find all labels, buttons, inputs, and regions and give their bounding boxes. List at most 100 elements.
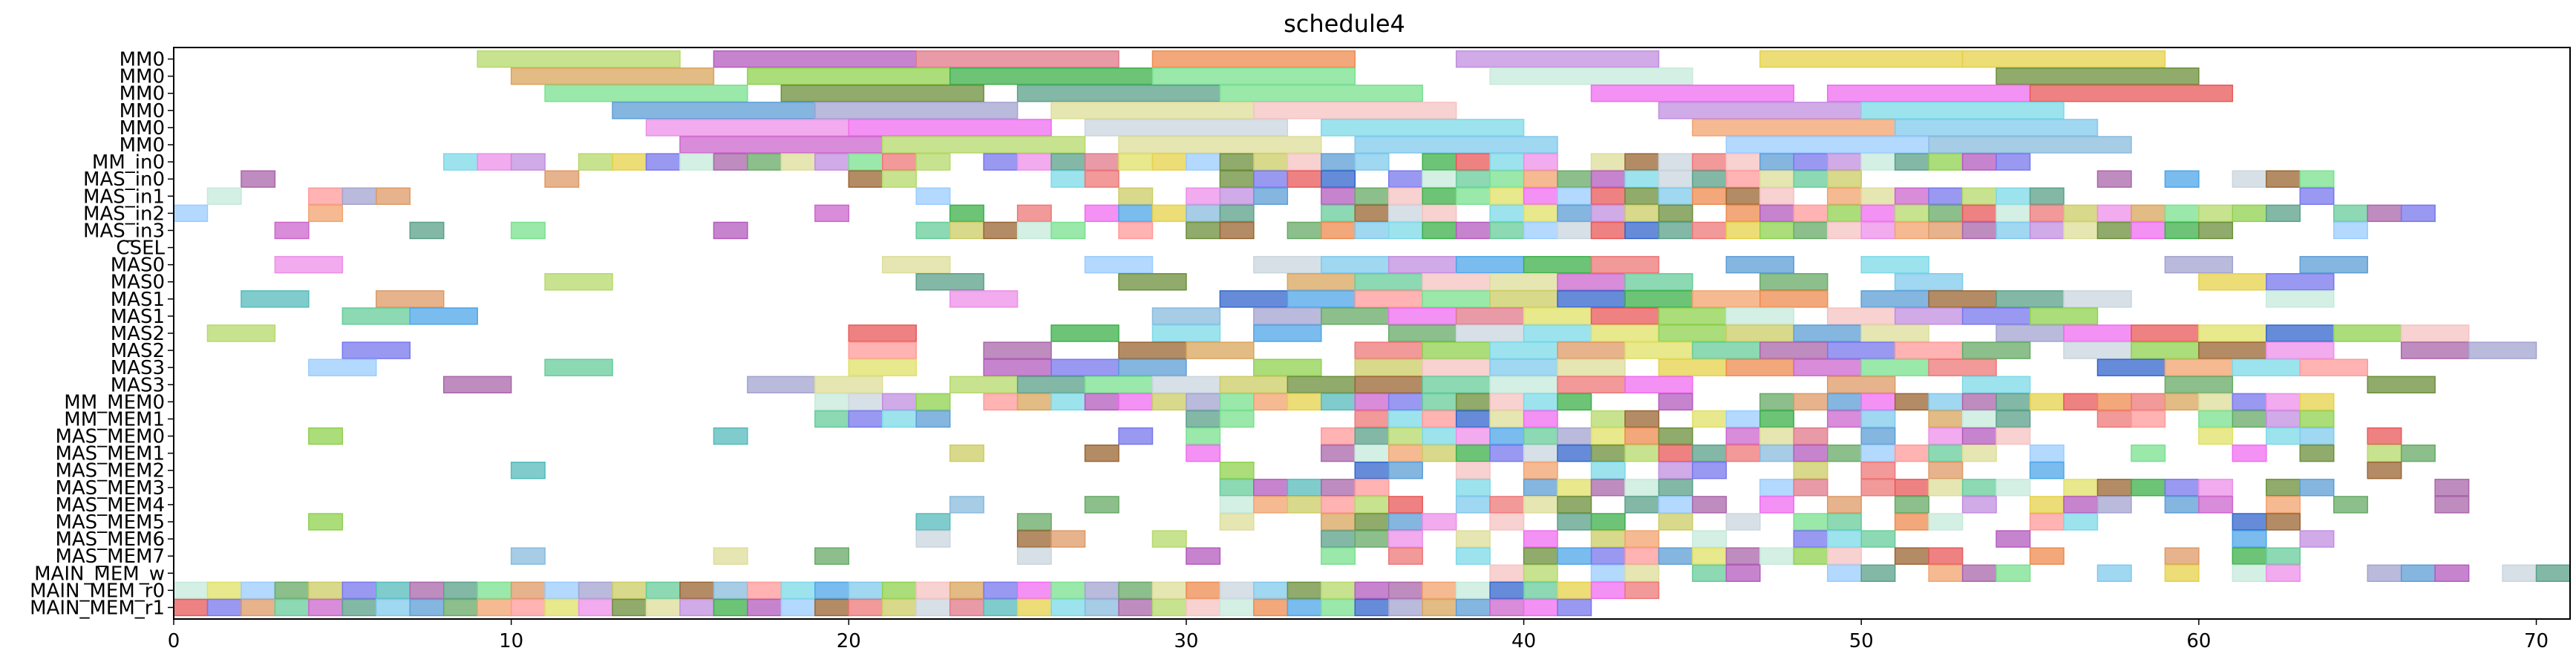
task-bar bbox=[1186, 187, 1221, 205]
task-bar bbox=[2232, 444, 2267, 462]
task-bar bbox=[1321, 530, 1356, 548]
task-bar bbox=[1219, 187, 1255, 205]
task-bar bbox=[713, 427, 748, 445]
task-bar bbox=[1084, 444, 1119, 462]
task-bar bbox=[1961, 187, 1997, 205]
task-bar bbox=[983, 581, 1019, 600]
task-bar bbox=[1759, 290, 1828, 308]
task-bar bbox=[1725, 136, 1929, 154]
task-bar bbox=[1016, 598, 1052, 617]
task-bar bbox=[1489, 170, 1525, 188]
task-bar bbox=[1557, 444, 1592, 462]
task-bar bbox=[814, 598, 850, 617]
task-bar bbox=[1455, 307, 1525, 325]
y-tick-label: MAS1 bbox=[111, 289, 165, 311]
task-bar bbox=[1387, 581, 1423, 600]
task-bar bbox=[376, 581, 411, 600]
task-bar bbox=[1557, 598, 1592, 617]
task-bar bbox=[274, 598, 310, 617]
task-bar bbox=[2164, 170, 2200, 188]
task-bar bbox=[1523, 221, 1558, 240]
task-bar bbox=[1928, 187, 1964, 205]
task-bar bbox=[1827, 410, 1862, 428]
task-bar bbox=[1321, 444, 1356, 462]
task-bar bbox=[1253, 479, 1289, 497]
task-bar bbox=[308, 187, 344, 205]
task-bar bbox=[1354, 358, 1423, 376]
task-bar bbox=[2367, 444, 2402, 462]
task-bar bbox=[1186, 393, 1221, 411]
task-bar bbox=[983, 221, 1019, 240]
task-bar bbox=[2266, 324, 2335, 342]
task-bar bbox=[1793, 513, 1828, 531]
task-bar bbox=[1354, 598, 1390, 617]
task-bar bbox=[477, 50, 681, 68]
task-bar bbox=[1995, 204, 2031, 223]
task-bar bbox=[442, 598, 478, 617]
task-bar bbox=[206, 598, 242, 617]
task-bar bbox=[1557, 479, 1592, 497]
task-bar bbox=[2063, 393, 2099, 411]
task-bar bbox=[2029, 85, 2234, 102]
task-bar bbox=[983, 598, 1019, 617]
task-bar bbox=[2232, 393, 2267, 411]
task-bar bbox=[1590, 324, 1660, 342]
task-bar bbox=[1118, 187, 1154, 205]
task-bar bbox=[1489, 410, 1525, 428]
task-bar bbox=[1827, 444, 1862, 462]
task-bar bbox=[1321, 255, 1390, 274]
task-bar bbox=[814, 410, 850, 428]
task-bar bbox=[1827, 496, 1862, 514]
task-bar bbox=[1050, 358, 1119, 376]
task-bar bbox=[2131, 410, 2166, 428]
task-bar bbox=[1759, 221, 1795, 240]
task-bar bbox=[1860, 393, 1896, 411]
task-bar bbox=[2299, 444, 2335, 462]
task-bar bbox=[1523, 427, 1558, 445]
task-bar bbox=[1557, 221, 1592, 240]
task-bar bbox=[274, 581, 310, 600]
task-bar bbox=[409, 581, 445, 600]
task-bar bbox=[1894, 341, 1964, 359]
task-bar bbox=[1489, 187, 1525, 205]
task-bar bbox=[645, 598, 681, 617]
task-bar bbox=[2299, 393, 2335, 411]
task-bar bbox=[2198, 427, 2234, 445]
task-bar bbox=[1219, 598, 1255, 617]
task-bar bbox=[2367, 564, 2402, 582]
task-bar bbox=[1050, 170, 1086, 188]
task-bar bbox=[1827, 204, 1862, 223]
task-bar bbox=[1219, 221, 1255, 240]
y-tick-label: MAS_MEM3 bbox=[55, 477, 165, 500]
y-tick-label: MM0 bbox=[120, 134, 165, 157]
task-bar bbox=[1387, 170, 1423, 188]
task-bar bbox=[1422, 444, 1457, 462]
task-bar bbox=[1658, 427, 1693, 445]
task-bar bbox=[1253, 307, 1322, 325]
task-bar bbox=[1928, 221, 1964, 240]
task-bar bbox=[1387, 204, 1423, 223]
task-bar bbox=[241, 598, 276, 617]
task-bar bbox=[1387, 496, 1423, 514]
task-bar bbox=[612, 153, 647, 171]
task-bar bbox=[1961, 307, 2031, 325]
task-bar bbox=[2299, 410, 2335, 428]
task-bar bbox=[1725, 358, 1795, 376]
task-bar bbox=[1219, 376, 1289, 393]
task-bar bbox=[1354, 273, 1423, 291]
task-bar bbox=[510, 547, 546, 565]
task-bar bbox=[1793, 530, 1828, 548]
task-bar bbox=[1557, 496, 1592, 514]
task-bar bbox=[949, 496, 984, 514]
task-bar bbox=[1354, 410, 1390, 428]
task-bar bbox=[1928, 462, 1964, 479]
task-bar bbox=[1387, 462, 1423, 479]
task-bar bbox=[1118, 358, 1187, 376]
task-bar bbox=[1894, 496, 1929, 514]
task-bar bbox=[1151, 376, 1221, 393]
task-bar bbox=[2029, 393, 2065, 411]
task-bar bbox=[2232, 204, 2267, 223]
task-bar bbox=[1489, 513, 1525, 531]
task-bar bbox=[477, 598, 512, 617]
